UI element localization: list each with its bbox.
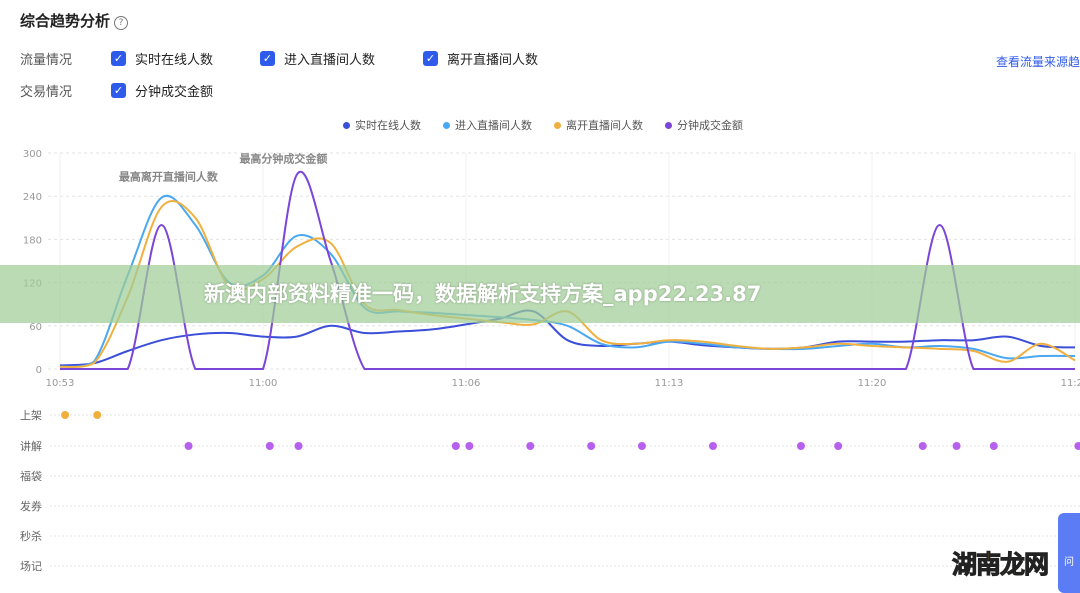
event-dot [465,442,474,450]
page-title: 综合趋势分析? [20,10,129,31]
y-tick-label: 300 [23,149,42,160]
y-tick-label: 0 [36,365,42,376]
event-row-label: 讲解 [20,439,42,453]
event-dot [61,411,70,419]
x-tick-label: 10:53 [46,378,75,389]
event-dot [952,442,961,450]
event-row-label: 福袋 [20,469,42,483]
floating-help-tab[interactable]: 问 [1058,513,1080,593]
event-row-label: 秒杀 [20,529,42,543]
filter-label-traffic: 流量情况 [20,53,73,68]
x-tick-label: 11:20 [858,378,887,389]
event-dot [265,442,274,450]
event-row-label: 场记 [20,559,42,573]
legend-item[interactable]: 进入直播间人数 [443,117,532,133]
y-tick-label: 240 [23,192,42,203]
checkbox-enter[interactable]: ✓ 进入直播间人数 [260,49,375,68]
event-dot [989,442,998,450]
event-dot [796,442,805,450]
y-tick-label: 180 [23,235,42,246]
legend-dot-icon [343,122,350,129]
x-tick-label: 11:00 [249,378,278,389]
chart-annotation: 最高分钟成交金额 [239,152,327,166]
check-icon: ✓ [423,51,438,66]
x-tick-label: 11:13 [655,378,684,389]
overlay-banner: 新澳内部资料精准一码，数据解析支持方案_app22.23.87 [0,265,1080,323]
event-row-label: 上架 [20,409,42,422]
legend-dot-icon [443,122,450,129]
x-tick-label: 11:06 [452,378,481,389]
y-tick-label: 60 [29,322,42,333]
check-icon: ✓ [111,51,126,66]
chart-annotation: 最高离开直播间人数 [119,170,219,184]
event-dot [918,442,927,450]
event-dot [587,442,596,450]
checkbox-gmv[interactable]: ✓ 分钟成交金额 [111,81,213,100]
event-dot [834,442,843,450]
event-dot [93,411,102,419]
event-dot [184,442,193,450]
legend-item[interactable]: 实时在线人数 [343,117,421,133]
check-icon: ✓ [111,83,126,98]
legend-dot-icon [665,122,672,129]
event-row-label: 发券 [20,499,42,513]
legend-dot-icon [554,122,561,129]
legend-item[interactable]: 离开直播间人数 [554,117,643,133]
event-dot [708,442,717,450]
event-dot [451,442,460,450]
x-tick-label: 11:26 [1061,378,1080,389]
event-dot [637,442,646,450]
checkbox-leave[interactable]: ✓ 离开直播间人数 [423,49,538,68]
check-icon: ✓ [260,51,275,66]
series-line-3 [60,170,1075,370]
event-dot [294,442,303,450]
event-dot [526,442,535,450]
question-circle-icon[interactable]: ? [114,16,129,30]
legend-item[interactable]: 分钟成交金额 [665,117,743,133]
checkbox-online[interactable]: ✓ 实时在线人数 [111,49,213,68]
filter-label-trade: 交易情况 [20,85,73,100]
chart-legend: 实时在线人数 进入直播间人数 离开直播间人数 分钟成交金额 [343,117,743,133]
event-dot [1074,442,1080,450]
series-line-0 [59,309,1076,367]
traffic-source-link[interactable]: 查看流量来源趋 [995,55,1080,69]
watermark-logo: 湖南龙网 [951,550,1049,580]
